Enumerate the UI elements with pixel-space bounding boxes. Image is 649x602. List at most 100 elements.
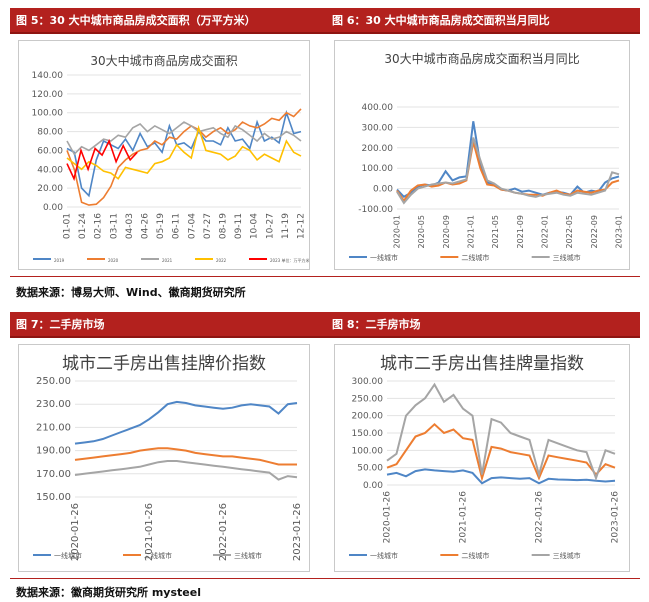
fig8-y-tick: 250.00 bbox=[352, 394, 384, 404]
fig8-series-line bbox=[386, 468, 616, 485]
fig8-y-tick: 200.00 bbox=[352, 412, 384, 422]
fig5-x-tick: 01-24 bbox=[78, 213, 88, 239]
fig6-x-tick: 2021-09 bbox=[516, 215, 525, 248]
fig6-legend-label: 二线城市 bbox=[461, 253, 489, 262]
fig6-legend-label: 一线城市 bbox=[370, 253, 398, 262]
fig8-y-tick: 50.00 bbox=[357, 464, 383, 474]
fig7-series-line bbox=[74, 460, 298, 481]
fig5-legend-label: 2021 bbox=[162, 258, 173, 263]
bottom-source: 数据来源：徽商期货研究所 mysteel bbox=[16, 586, 201, 599]
fig5-legend-label: 2023 单位：万平方米 bbox=[270, 257, 309, 263]
fig6-y-tick: 300.00 bbox=[362, 123, 394, 133]
fig5-y-tick: 80.00 bbox=[37, 128, 63, 138]
fig6-x-tick: 2022-01 bbox=[541, 215, 550, 248]
fig7-series-line bbox=[74, 447, 297, 466]
fig7-x-tick: 2023-01-26 bbox=[292, 503, 303, 561]
fig7-chart: 城市二手房出售挂牌价指数 150.00 170.00 190.00 210.00 230.… bbox=[33, 354, 303, 561]
fig5-x-tick: 04-03 bbox=[125, 213, 135, 239]
fig5-y-tick: 40.00 bbox=[37, 165, 63, 175]
bottom-separator bbox=[10, 578, 640, 579]
fig7-panel: 城市二手房出售挂牌价指数 150.00 170.00 190.00 210.00 230.… bbox=[18, 344, 310, 572]
fig8-y-tick: 100.00 bbox=[352, 446, 384, 456]
fig5-x-tick: 06-11 bbox=[172, 213, 182, 239]
fig5-header: 图 5：30 大中城市商品房成交面积（万平方米） bbox=[10, 8, 326, 34]
fig5-x-tick: 05-19 bbox=[156, 213, 166, 239]
fig5-x-tick: 07-04 bbox=[187, 213, 197, 239]
fig7-title: 城市二手房出售挂牌价指数 bbox=[62, 354, 266, 374]
fig5-y-tick: 20.00 bbox=[37, 184, 63, 194]
fig5-y-tick: 0.00 bbox=[43, 203, 63, 213]
fig8-series-line bbox=[386, 422, 616, 482]
fig6-y-tick: -100.00 bbox=[358, 205, 393, 215]
fig5-x-tick: 02-16 bbox=[94, 213, 104, 239]
fig5-x-tick: 11-19 bbox=[281, 213, 291, 239]
fig6-x-tick: 2020-01 bbox=[393, 215, 402, 248]
fig7-x-tick: 2022-01-26 bbox=[218, 503, 229, 561]
fig6-legend-label: 三线城市 bbox=[553, 253, 581, 262]
fig5-x-tick: 09-11 bbox=[234, 213, 244, 239]
fig5-series-line bbox=[66, 124, 302, 180]
fig5-x-tick: 03-11 bbox=[109, 213, 119, 239]
fig5-y-tick: 60.00 bbox=[37, 146, 63, 156]
fig5-x-tick: 10-27 bbox=[265, 213, 275, 239]
fig5-y-tick: 140.00 bbox=[32, 71, 64, 81]
fig7-header: 图 7：二手房市场 bbox=[10, 312, 326, 338]
fig6-series-line bbox=[396, 137, 620, 205]
fig6-x-tick: 2020-05 bbox=[417, 215, 426, 248]
fig8-panel: 城市二手房出售挂牌量指数 0.00 50.00 100.00 150.00 200.00 2… bbox=[334, 344, 630, 572]
fig8-legend-label: 三线城市 bbox=[553, 551, 581, 560]
fig5-x-tick: 08-19 bbox=[219, 213, 229, 239]
fig5-legend-label: 2022 bbox=[216, 258, 227, 263]
fig5-series-line bbox=[66, 121, 302, 156]
fig8-x-tick: 2022-01-26 bbox=[535, 491, 545, 544]
fig7-y-tick: 190.00 bbox=[36, 446, 71, 457]
fig7-legend-label: 二线城市 bbox=[144, 551, 172, 560]
fig5-series-line bbox=[66, 138, 138, 182]
fig5-series-line bbox=[66, 109, 302, 198]
fig8-x-tick: 2021-01-26 bbox=[459, 491, 469, 544]
top-separator bbox=[10, 276, 640, 277]
fig6-header: 图 6：30 大中城市商品房成交面积当月同比 bbox=[326, 8, 640, 34]
fig5-x-tick: 10-04 bbox=[250, 213, 260, 239]
fig6-x-tick: 2023-01 bbox=[615, 215, 624, 248]
fig5-x-tick: 04-26 bbox=[141, 213, 151, 239]
fig8-legend-label: 二线城市 bbox=[461, 551, 489, 560]
fig7-y-tick: 250.00 bbox=[36, 376, 71, 387]
fig6-chart: 30大中城市商品房成交面积当月同比 -100.00 0.00 100.00 200.00… bbox=[349, 51, 624, 262]
fig6-x-tick: 2020-09 bbox=[442, 215, 451, 248]
fig8-title: 城市二手房出售挂牌量指数 bbox=[380, 354, 584, 374]
fig7-legend-label: 一线城市 bbox=[54, 551, 82, 560]
fig5-x-tick: 01-01 bbox=[63, 213, 73, 239]
fig7-y-tick: 210.00 bbox=[36, 422, 71, 433]
top-source: 数据来源：博易大师、Wind、徽商期货研究所 bbox=[16, 286, 246, 299]
fig6-x-tick: 2021-01 bbox=[467, 215, 476, 248]
fig5-title: 30大中城市商品房成交面积 bbox=[90, 53, 237, 68]
fig6-panel: 30大中城市商品房成交面积当月同比 -100.00 0.00 100.00 200.00… bbox=[334, 40, 630, 270]
fig5-panel: 30大中城市商品房成交面积 0.00 20.00 40.00 60.00 80.00 100… bbox=[18, 40, 310, 270]
fig8-header: 图 8：二手房市场 bbox=[326, 312, 640, 338]
fig8-y-tick: 150.00 bbox=[352, 429, 384, 439]
fig8-x-tick: 2020-01-26 bbox=[383, 491, 393, 544]
fig7-series-line bbox=[74, 400, 298, 445]
fig5-chart: 30大中城市商品房成交面积 0.00 20.00 40.00 60.00 80.00 100… bbox=[32, 53, 310, 263]
fig5-x-tick: 07-27 bbox=[203, 213, 213, 239]
fig6-y-tick: 400.00 bbox=[362, 103, 394, 113]
fig6-y-tick: 0.00 bbox=[373, 185, 393, 195]
fig8-y-tick: 300.00 bbox=[352, 377, 384, 387]
fig6-x-tick: 2022-09 bbox=[590, 215, 599, 248]
fig6-x-tick: 2021-05 bbox=[491, 215, 500, 248]
fig8-series-line bbox=[386, 382, 616, 482]
fig7-x-tick: 2020-01-26 bbox=[70, 503, 81, 561]
fig5-legend-label: 2019 bbox=[54, 258, 65, 263]
fig5-y-tick: 100.00 bbox=[32, 109, 64, 119]
fig7-x-tick: 2021-01-26 bbox=[144, 503, 155, 561]
fig8-legend-label: 一线城市 bbox=[370, 551, 398, 560]
fig7-y-tick: 170.00 bbox=[36, 469, 71, 480]
fig8-y-tick: 0.00 bbox=[363, 481, 383, 491]
fig5-y-tick: 120.00 bbox=[32, 90, 64, 100]
fig6-x-tick: 2022-05 bbox=[565, 215, 574, 248]
fig6-series-line bbox=[396, 141, 620, 203]
fig8-x-tick: 2023-01-26 bbox=[611, 491, 621, 544]
fig5-legend-label: 2020 bbox=[108, 258, 119, 263]
fig7-y-tick: 150.00 bbox=[36, 492, 71, 503]
